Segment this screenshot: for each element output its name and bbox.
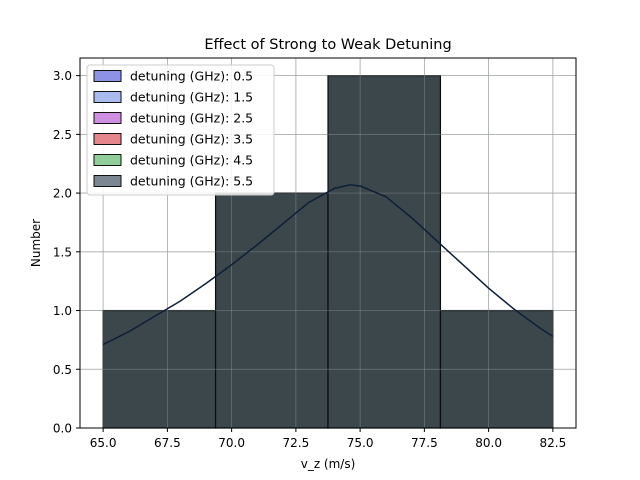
x-tick-label: 75.0 [347, 436, 374, 450]
x-tick-label: 65.0 [90, 436, 117, 450]
x-axis-label: v_z (m/s) [301, 457, 356, 471]
x-tick-label: 67.5 [154, 436, 181, 450]
x-tick-label: 80.0 [475, 436, 502, 450]
kde-layer [102, 184, 554, 346]
y-tick-label: 1.0 [53, 304, 72, 318]
y-tick-label: 0.0 [53, 422, 72, 436]
y-axis-ticks: 0.0 0.5 1.0 1.5 2.0 2.5 3.0 [53, 69, 80, 436]
legend-swatch [93, 175, 122, 187]
legend-swatch [93, 154, 122, 166]
legend-label: detuning (GHz): 4.5 [130, 153, 253, 168]
x-tick-label: 82.5 [540, 436, 567, 450]
x-tick-label: 72.5 [283, 436, 310, 450]
y-axis-label: Number [29, 219, 43, 267]
x-tick-label: 70.0 [218, 436, 245, 450]
legend-label: detuning (GHz): 1.5 [130, 90, 253, 105]
x-axis-ticks: 65.0 67.5 70.0 72.5 75.0 77.5 80.0 82.5 [90, 428, 566, 450]
legend-label: detuning (GHz): 3.5 [130, 132, 253, 147]
plot-frame [79, 57, 577, 429]
y-tick-label: 2.5 [53, 128, 72, 142]
kde-curve [102, 184, 554, 346]
y-tick-label: 0.5 [53, 363, 72, 377]
legend-box [86, 64, 275, 196]
legend-swatch [93, 133, 122, 145]
legend: detuning (GHz): 0.5 detuning (GHz): 1.5 de… [86, 64, 275, 196]
chart-title: Effect of Strong to Weak Detuning [204, 37, 451, 53]
legend-swatch [93, 70, 122, 82]
bars-layer [80, 58, 576, 429]
legend-label: detuning (GHz): 5.5 [130, 174, 253, 189]
x-tick-label: 77.5 [411, 436, 438, 450]
legend-label: detuning (GHz): 0.5 [130, 69, 253, 84]
legend-swatch [93, 91, 122, 103]
legend-label: detuning (GHz): 2.5 [130, 111, 253, 126]
y-tick-label: 2.0 [53, 187, 72, 201]
y-tick-label: 3.0 [53, 69, 72, 83]
legend-swatch [93, 112, 122, 124]
y-tick-label: 1.5 [53, 245, 72, 259]
